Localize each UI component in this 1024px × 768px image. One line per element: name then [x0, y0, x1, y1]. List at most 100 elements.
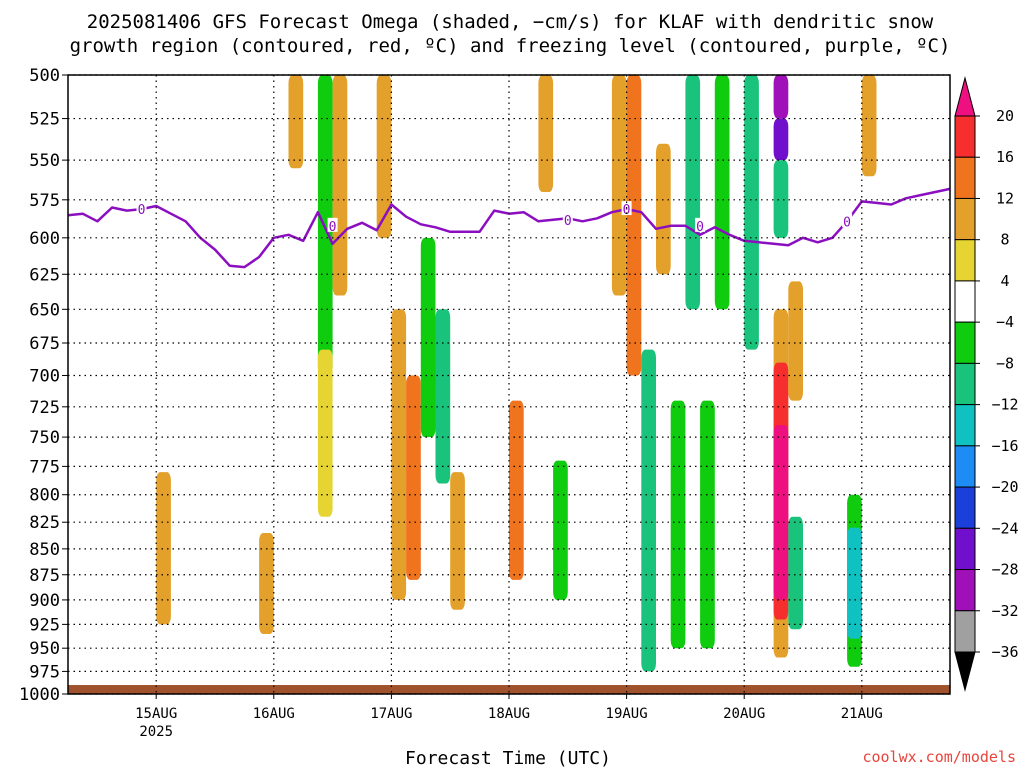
omega-cell [435, 309, 451, 484]
y-tick-label: 875 [29, 566, 60, 586]
colorbar-swatch [954, 569, 976, 612]
omega-cell [553, 460, 568, 600]
y-tick-label: 900 [29, 591, 60, 611]
omega-cell [788, 516, 803, 630]
y-tick-label: 575 [29, 191, 60, 211]
colorbar-label: 4 [1000, 272, 1009, 290]
y-tick-label: 975 [29, 662, 60, 682]
y-tick-label: 725 [29, 398, 60, 418]
colorbar-swatch [954, 362, 976, 406]
colorbar-swatch [954, 115, 976, 158]
omega-cell [744, 75, 759, 350]
freezing-level-label: 0 [623, 203, 631, 218]
chart-title-line1: 2025081406 GFS Forecast Omega (shaded, −… [87, 11, 934, 33]
freezing-level-label-bg [327, 217, 338, 232]
x-axis: 15AUG 2025 16AUG 17AUG 18AUG 19AUG 20AUG 21AUG [135, 75, 883, 740]
colorbar-label: −32 [991, 602, 1018, 620]
x-tick-label: 16AUG [253, 706, 295, 722]
omega-cell [773, 425, 789, 600]
colorbar-swatch [954, 197, 976, 241]
omega-cell [288, 75, 304, 169]
terrain-surface [68, 685, 950, 694]
x-tick-label: 19AUG [606, 706, 648, 722]
omega-cell [406, 375, 421, 580]
colorbar-label: 12 [996, 189, 1014, 207]
colorbar-label: −16 [991, 437, 1018, 455]
y-tick-label: 700 [29, 366, 60, 386]
omega-cell [847, 527, 862, 639]
colorbar-label: 20 [996, 107, 1014, 125]
y-tick-label: 550 [29, 151, 60, 171]
freezing-level-label-bg [562, 211, 573, 226]
colorbar-label: −4 [996, 313, 1014, 331]
omega-cell [376, 75, 392, 238]
omega-cell [861, 75, 877, 177]
omega-cell [714, 75, 730, 310]
omega-cell [332, 75, 348, 296]
omega-cell [773, 160, 789, 238]
x-tick-label: 20AUG [723, 706, 765, 722]
omega-cell [420, 237, 436, 438]
colorbar-label: 16 [996, 148, 1014, 166]
omega-cell [317, 349, 333, 517]
y-tick-label: 625 [29, 265, 60, 285]
x-tick-label: 18AUG [488, 706, 530, 722]
y-tick-label: 1000 [19, 685, 60, 705]
colorbar-label: −8 [996, 354, 1014, 372]
omega-cell [641, 349, 656, 672]
omega-cell [450, 472, 465, 610]
x-tick-label: 15AUG [135, 706, 177, 722]
omega-cell [773, 118, 789, 161]
y-tick-label: 600 [29, 229, 60, 249]
y-tick-label: 500 [29, 66, 60, 86]
y-tick-label: 850 [29, 540, 60, 560]
omega-cell [156, 472, 171, 625]
freezing-level-label: 0 [843, 215, 851, 230]
omega-cell [700, 400, 715, 649]
x-tick-sublabel: 2025 [139, 724, 173, 740]
colorbar-label: −36 [991, 643, 1018, 661]
x-tick-label: 17AUG [370, 706, 412, 722]
colorbar-label: 8 [1000, 231, 1009, 249]
plot-area: 0 0 0 0 0 0 [67, 74, 951, 695]
colorbar-swatch [954, 404, 976, 447]
y-tick-label: 925 [29, 615, 60, 635]
colorbar-swatch [954, 321, 976, 364]
y-tick-label: 950 [29, 639, 60, 659]
freezing-level-label-bg [136, 201, 147, 216]
omega-cell [685, 75, 701, 310]
colorbar-arrow-bottom [954, 651, 976, 692]
omega-cell [788, 281, 803, 401]
omega-cell [656, 143, 671, 275]
freezing-level-label: 0 [696, 220, 704, 235]
freezing-level-label: 0 [564, 214, 572, 229]
y-tick-label: 800 [29, 486, 60, 506]
y-tick-label: 650 [29, 300, 60, 320]
omega-cell [391, 309, 407, 600]
colorbar-swatch [954, 156, 976, 199]
y-tick-label: 825 [29, 513, 60, 533]
omega-cell [773, 75, 789, 119]
omega-cell [509, 400, 524, 580]
freezing-level-label: 0 [138, 203, 146, 218]
colorbar-label: −20 [991, 478, 1018, 496]
colorbar-arrow-top [954, 76, 976, 117]
omega-cell [259, 532, 274, 634]
colorbar-swatch [954, 445, 976, 488]
x-axis-label: Forecast Time (UTC) [405, 748, 611, 768]
y-tick-label: 525 [29, 110, 60, 130]
colorbar-swatch [954, 239, 976, 282]
colorbar-swatch [954, 610, 976, 653]
y-tick-label: 750 [29, 428, 60, 448]
colorbar-legend: 20 16 12 8 4 −4 −8 −12 −16 −20 −24 −28 −32 −36 [954, 76, 1019, 692]
colorbar-label: −24 [991, 519, 1018, 537]
colorbar-swatch [954, 527, 976, 571]
colorbar-label: −12 [991, 396, 1018, 414]
y-tick-label: 675 [29, 334, 60, 354]
omega-cell [611, 75, 627, 296]
colorbar-swatch [954, 280, 976, 323]
chart-title-line2: growth region (contoured, red, ºC) and f… [70, 35, 951, 57]
omega-cell [538, 75, 554, 193]
x-tick-label: 21AUG [841, 706, 883, 722]
omega-cell [670, 400, 686, 649]
